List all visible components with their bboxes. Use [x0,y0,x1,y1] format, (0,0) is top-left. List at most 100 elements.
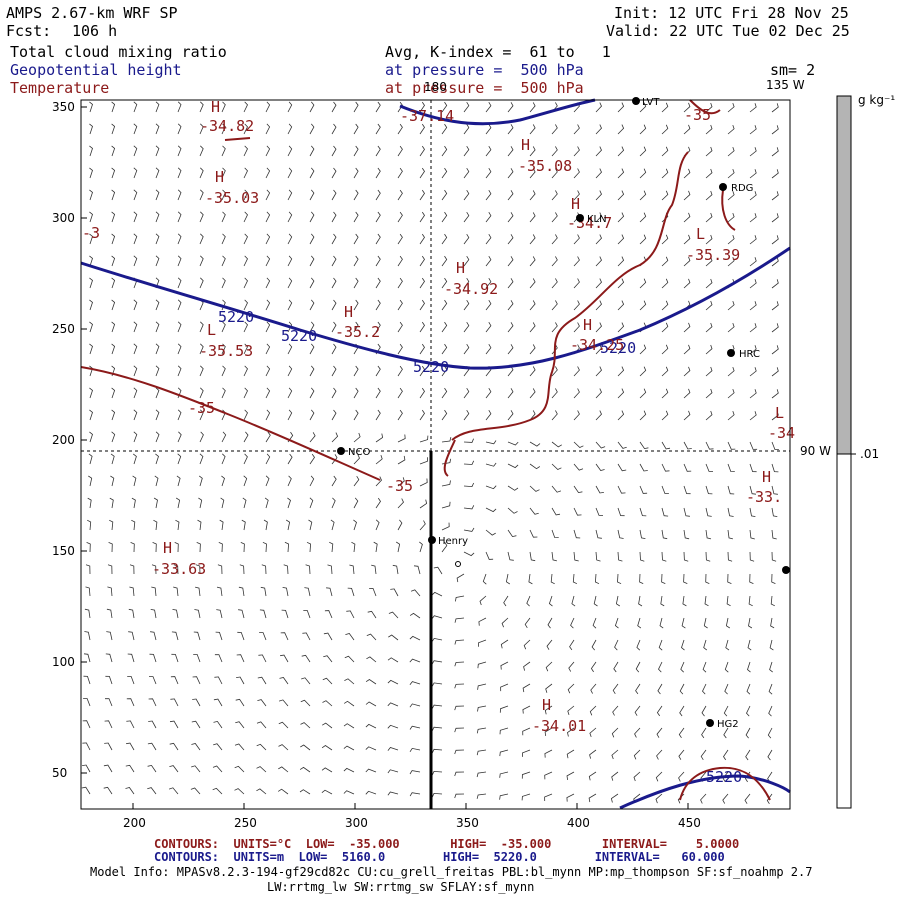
wind-barb [194,609,201,619]
wind-barb [569,639,575,651]
wind-barb [523,661,531,671]
wind-barb [397,211,403,223]
wind-barb [301,677,311,685]
wind-barb [463,277,470,289]
wind-barb [257,699,267,707]
field-cloud-mixing: Total cloud mixing ratio [10,43,227,61]
wind-barb [705,256,713,267]
forecast-label: Fcst: [6,22,52,40]
wind-barb [309,432,316,443]
wind-barb [727,234,735,245]
wind-barb [701,705,707,717]
wind-barb [705,190,713,201]
wind-barb [499,749,509,757]
wind-barb [256,721,267,729]
y-axis: 350 300 250 200 150 100 50 [52,100,87,780]
wind-barb [199,453,204,465]
wind-barb [287,277,293,289]
wind-barb [463,551,475,557]
wind-barb [507,441,519,446]
wind-barb [196,542,201,553]
wind-barb [419,145,425,157]
wind-barb [681,639,685,651]
wind-barb [771,279,779,289]
wind-barb [265,277,271,289]
colorbar-unit: g kg⁻¹ [858,93,895,107]
wind-barb [727,388,735,399]
wind-barb [331,277,337,289]
temp-center-11: H -33. [746,468,782,506]
wind-barb [655,793,663,804]
wind-barb [476,727,487,734]
y-tick-label: 300 [52,211,75,225]
wind-barb [595,300,602,311]
wind-barb [529,322,536,333]
wind-barb [769,661,773,673]
wind-barb [375,167,381,179]
wind-barb [749,507,756,517]
wind-barb [546,639,553,650]
wind-barb [105,653,113,663]
wind-barb [133,101,138,113]
wind-barb [155,409,160,421]
temp-label-2: -35 [386,477,413,495]
wind-barb [573,124,580,135]
wind-barb [221,387,226,399]
temp-label-topright: -35 [684,106,711,124]
wind-barb [661,529,668,540]
wind-barb [82,764,91,773]
wind-barb [507,388,514,399]
wind-barb [507,278,514,289]
wind-barb [242,497,247,509]
wind-barb [590,683,597,694]
wind-barb [331,365,337,377]
wind-barb [170,698,179,707]
wind-barb [365,679,377,685]
wind-barb [153,519,158,531]
wind-barb [387,657,399,663]
wind-barb [463,409,470,421]
wind-barb [595,190,602,201]
wind-barb [771,103,779,113]
wind-barb [431,591,443,597]
wind-barb [125,787,135,795]
wind-barb [747,639,752,651]
wind-barb [392,564,399,575]
wind-barb [287,299,293,311]
wind-barb [507,256,514,267]
wind-barb [479,595,487,606]
wind-barb [661,322,669,333]
wind-barb [463,321,470,333]
temp-contour-top-right [689,99,721,115]
wind-barb [256,766,267,773]
wind-barb [617,234,625,245]
wind-barb [589,705,597,716]
wind-barb [661,344,669,355]
wind-barb [397,277,403,289]
wind-barb [485,485,497,490]
wind-barb [702,661,707,673]
wind-barb [111,409,116,421]
wind-barb [477,705,487,712]
wind-barb [551,278,558,289]
wind-barb [528,573,533,585]
wind-barb [375,277,381,289]
wind-barb [111,145,116,157]
wind-barb [463,343,470,355]
wind-barb [683,463,692,472]
wind-barb [727,190,735,201]
wind-barb [463,255,470,267]
plot-background [81,100,790,809]
wind-barb [243,233,248,245]
wind-barb [287,409,293,421]
wind-barb [522,683,531,693]
wind-barb [476,749,487,756]
wind-barb [521,771,531,779]
wind-barb [522,727,531,736]
wind-barb [770,595,775,607]
wind-barb [441,299,448,311]
wind-barb [683,278,691,289]
wind-barb [441,211,448,223]
wind-barb [595,102,602,113]
wind-barb [89,123,93,135]
